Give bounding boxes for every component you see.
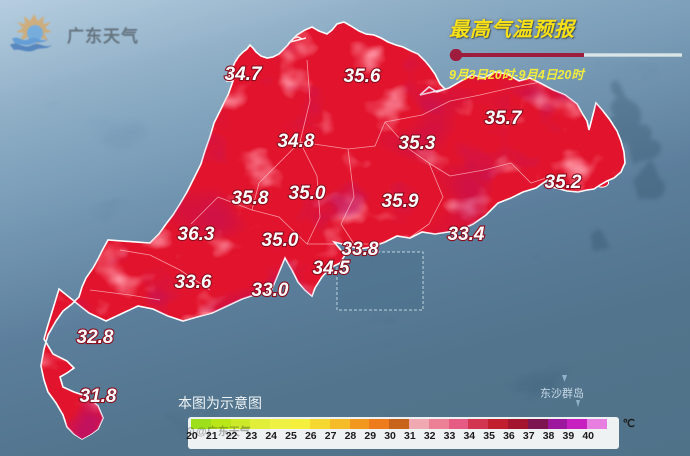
svg-text:35.2: 35.2 — [545, 172, 582, 193]
svg-text:34.8: 34.8 — [278, 131, 315, 152]
svg-text:33.0: 33.0 — [252, 280, 289, 301]
svg-text:广东天气: 广东天气 — [67, 26, 139, 46]
svg-text:35.8: 35.8 — [232, 188, 269, 209]
svg-text:35.0: 35.0 — [289, 183, 326, 204]
svg-text:36.3: 36.3 — [178, 224, 215, 245]
svg-text:35.9: 35.9 — [382, 191, 419, 212]
svg-text:33.8: 33.8 — [342, 239, 379, 260]
svg-text:33.6: 33.6 — [175, 272, 212, 293]
svg-text:33.4: 33.4 — [448, 224, 485, 245]
svg-text:35.0: 35.0 — [262, 230, 299, 251]
svg-text:35.6: 35.6 — [344, 66, 381, 87]
svg-text:32.8: 32.8 — [77, 327, 114, 348]
svg-text:34.7: 34.7 — [225, 64, 263, 85]
svg-text:35.3: 35.3 — [399, 133, 436, 154]
svg-text:34.5: 34.5 — [313, 258, 350, 279]
svg-text:31.8: 31.8 — [80, 386, 117, 407]
svg-text:35.7: 35.7 — [485, 108, 523, 129]
